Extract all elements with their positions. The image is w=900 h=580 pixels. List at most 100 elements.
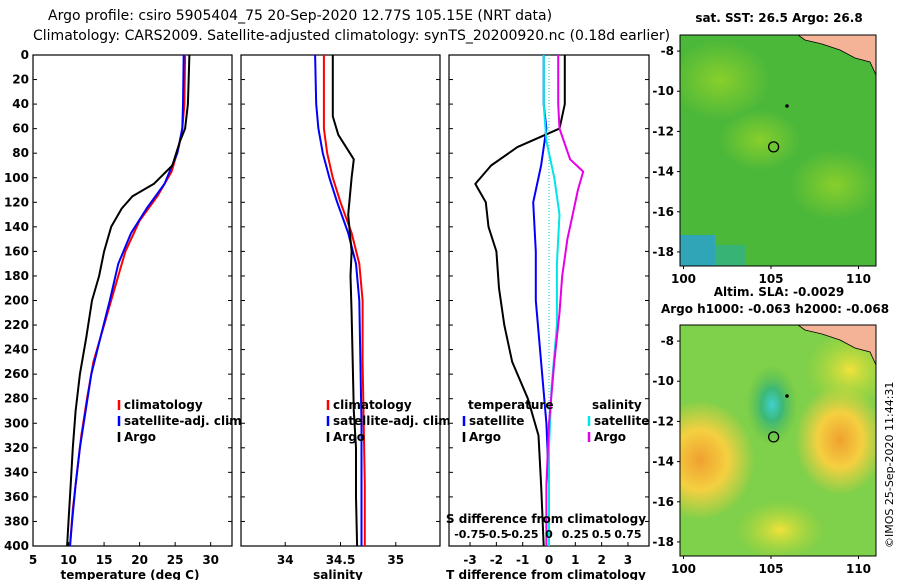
x-tick-label: -1 [516, 553, 529, 567]
series-line-salinity-argo [545, 55, 585, 546]
longitude-tick-label: 105 [758, 272, 783, 286]
latitude-tick-label: -8 [661, 334, 674, 348]
sst-longitude-axis: 100 105 110 [671, 266, 871, 286]
sla-field [680, 325, 876, 556]
sla-map-title: Altim. SLA: -0.0029 [714, 285, 845, 299]
sla-longitude-axis: 100 105 110 [671, 556, 871, 576]
latitude-tick-label: -8 [661, 44, 674, 58]
series-line-temperature-argo [474, 55, 566, 547]
depth-tick-label: 0 [21, 48, 29, 62]
legend-label-satellite: satellite-adj. clim. [333, 414, 455, 428]
depth-tick-label: 200 [4, 294, 29, 308]
latitude-tick-label: -18 [652, 535, 674, 549]
x-tick-label: 15 [96, 553, 113, 567]
latitude-tick-label: -16 [652, 205, 674, 219]
temperature-panel: 0 20 40 60 80 100 120 140 160 180 200 220 240 260 280 3… [4, 48, 246, 580]
depth-tick-label: 120 [4, 195, 29, 209]
depth-tick-label: 360 [4, 490, 29, 504]
legend-label-temp-satellite: satellite [469, 414, 524, 428]
sst-warm-patch [790, 150, 876, 220]
temperature-plot-frame [32, 54, 233, 547]
x-tick-label: 10 [60, 553, 77, 567]
difference-y-ticks [449, 54, 649, 547]
legend-label-argo: Argo [124, 430, 156, 444]
imos-credit: ©IMOS 25-Sep-2020 11:44:31 [883, 382, 896, 548]
latitude-tick-label: -16 [652, 495, 674, 509]
depth-tick-label: 240 [4, 343, 29, 357]
x-tick-label: 34 [277, 553, 294, 567]
longitude-tick-label: 100 [671, 562, 696, 576]
temperature-x-label: temperature (deg C) [61, 568, 200, 580]
series-line-climatology [322, 55, 366, 546]
x-tick-label: -3 [463, 553, 476, 567]
x-tick-label: 3 [624, 553, 632, 567]
sla-high-anomaly [735, 500, 825, 556]
s-difference-tick-label: 0.75 [614, 528, 641, 541]
difference-x-label: T difference from climatology [446, 568, 646, 580]
sla-map-panel: Altim. SLA: -0.0029 Argo h1000: -0.063 h… [652, 285, 889, 576]
sst-warm-patch [720, 110, 800, 170]
x-tick-label: -2 [490, 553, 503, 567]
sla-high-anomaly [795, 385, 876, 495]
sla-latitude-axis: -8 -10 -12 -14 -16 -18 [652, 334, 680, 549]
temperature-legend: climatology satellite-adj. clim. Argo [117, 398, 246, 444]
depth-tick-label: 140 [4, 220, 29, 234]
depth-tick-label: 300 [4, 416, 29, 430]
x-tick-label: 35 [387, 553, 404, 567]
legend-label-sal-satellite: satellite [594, 414, 649, 428]
salinity-series [314, 54, 366, 547]
land-java [797, 35, 876, 76]
difference-legend-salinity: salinity satellite Argo [587, 398, 649, 444]
latitude-tick-label: -10 [652, 374, 674, 388]
latitude-tick-label: -10 [652, 84, 674, 98]
sla-high-anomaly [805, 330, 876, 410]
sst-map-frame [679, 34, 877, 267]
depth-tick-label: 320 [4, 441, 29, 455]
legend-label-climatology: climatology [333, 398, 412, 412]
difference-x-axis: -3 -2 -1 0 1 2 3 [463, 542, 632, 567]
longitude-tick-label: 110 [846, 562, 871, 576]
legend-title-temperature: temperature [468, 398, 553, 412]
sla-map-frame [679, 324, 877, 557]
land-java [797, 325, 876, 366]
latitude-tick-label: -12 [652, 414, 674, 428]
sst-warm-patch [680, 40, 770, 120]
longitude-tick-label: 105 [758, 562, 783, 576]
s-difference-tick-label: -0.25 [507, 528, 539, 541]
x-tick-label: 0 [545, 553, 553, 567]
longitude-tick-label: 110 [846, 272, 871, 286]
temperature-x-axis: 5 10 15 20 25 30 [29, 542, 219, 567]
depth-axis: 0 20 40 60 80 100 120 140 160 180 200 220 240 260 280 3… [4, 48, 232, 553]
argo-position-marker [767, 141, 780, 153]
sst-map-title: sat. SST: 26.5 Argo: 26.8 [695, 11, 862, 25]
legend-title-salinity: salinity [592, 398, 642, 412]
sla-high-anomaly [680, 400, 755, 520]
depth-tick-label: 280 [4, 392, 29, 406]
figure-title-line2: Climatology: CARS2009. Satellite-adjuste… [33, 28, 670, 44]
x-tick-label: 5 [29, 553, 37, 567]
depth-tick-label: 380 [4, 514, 29, 528]
depth-tick-label: 100 [4, 171, 29, 185]
depth-tick-label: 60 [12, 122, 29, 136]
x-tick-label: 25 [167, 553, 184, 567]
salinity-panel: 34 34.5 35 climatology satellite-adj. clim… [240, 54, 455, 580]
s-difference-tick-label: 0 [545, 528, 553, 541]
longitude-tick-label: 100 [671, 272, 696, 286]
s-difference-label: S difference from climatology [446, 512, 646, 526]
depth-tick-label: 80 [12, 146, 29, 160]
x-tick-label: 2 [597, 553, 605, 567]
s-difference-ticks: -0.75-0.5-0.25 0 0.25 0.5 0.75 [454, 528, 641, 541]
latitude-tick-label: -18 [652, 245, 674, 259]
difference-legend-temperature: temperature satellite Argo [462, 398, 553, 444]
depth-tick-label: 340 [4, 465, 29, 479]
sla-low-anomaly [746, 365, 798, 445]
depth-tick-label: 160 [4, 244, 29, 258]
x-tick-label: 20 [131, 553, 148, 567]
x-tick-label: 30 [202, 553, 219, 567]
sst-field [680, 35, 876, 266]
salinity-y-ticks [241, 54, 440, 547]
depth-tick-label: 220 [4, 318, 29, 332]
latitude-tick-label: -14 [652, 165, 674, 179]
salinity-x-label: salinity [313, 568, 363, 580]
